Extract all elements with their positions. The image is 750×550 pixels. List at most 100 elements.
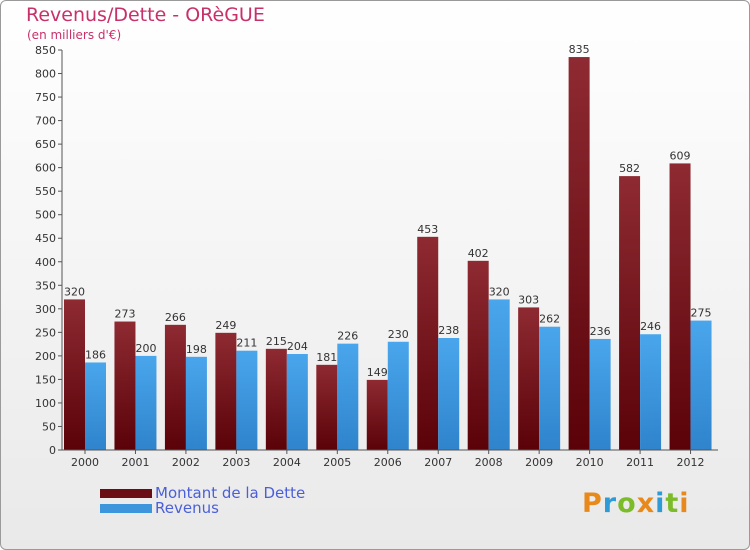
x-tick-label: 2008 <box>475 456 503 469</box>
y-tick-label: 750 <box>35 91 56 104</box>
legend-label-dette: Montant de la Dette <box>155 484 306 502</box>
x-tick-label: 2009 <box>525 456 553 469</box>
bar-revenus <box>387 341 409 450</box>
legend-label-revenus: Revenus <box>155 499 219 517</box>
data-label: 266 <box>165 311 186 324</box>
legend-item-revenus: Revenus <box>100 501 305 516</box>
y-tick-label: 500 <box>35 209 56 222</box>
data-label: 200 <box>135 342 156 355</box>
data-label: 149 <box>367 366 388 379</box>
logo-letter: o <box>617 488 637 519</box>
data-label: 320 <box>64 285 85 298</box>
legend-item-dette: Montant de la Dette <box>100 486 305 501</box>
data-label: 230 <box>388 328 409 341</box>
logo-letter: r <box>602 488 618 519</box>
x-tick-label: 2000 <box>71 456 99 469</box>
data-label: 402 <box>468 247 489 260</box>
x-axis: 2000 2001 2002 2003 2004 2005 2006 2007 2008 2009… <box>62 449 718 469</box>
bar-dette <box>215 332 237 450</box>
y-tick-label: 150 <box>35 373 56 386</box>
bar-revenus <box>589 338 611 450</box>
bar-dette <box>316 364 338 450</box>
bar-dette <box>619 176 641 450</box>
legend-swatch-revenus <box>100 504 152 513</box>
bar-dette <box>64 299 85 450</box>
bar-chart: 0 50 100 150 200 250 300 350 400 450 500 550 600 650 7… <box>35 43 718 469</box>
x-tick-label: 2005 <box>323 456 351 469</box>
data-label: 198 <box>186 343 207 356</box>
bar-dette <box>568 57 590 450</box>
y-tick-label: 850 <box>35 44 56 57</box>
logo-letter: i <box>679 488 690 519</box>
data-label: 249 <box>215 319 236 332</box>
x-tick-label: 2012 <box>677 456 705 469</box>
chart-title: Revenus/Dette - ORèGUE <box>26 4 265 26</box>
bar-dette <box>265 348 287 450</box>
bar-revenus <box>135 355 157 450</box>
y-tick-label: 800 <box>35 68 56 81</box>
logo-letter: i <box>655 488 666 519</box>
data-label: 226 <box>337 330 358 343</box>
x-tick-label: 2004 <box>273 456 301 469</box>
bar-revenus <box>488 299 510 450</box>
data-label: 238 <box>438 324 459 337</box>
x-tick-label: 2003 <box>222 456 250 469</box>
bar-revenus <box>337 343 359 450</box>
bar-dette <box>518 307 540 450</box>
x-tick-label: 2007 <box>424 456 452 469</box>
bar-revenus <box>539 326 561 450</box>
data-label: 204 <box>287 340 308 353</box>
y-tick-label: 550 <box>35 185 56 198</box>
data-label: 320 <box>489 285 510 298</box>
x-tick-label: 2011 <box>626 456 654 469</box>
legend-swatch-dette <box>100 489 152 498</box>
proxiti-logo: Proxiti <box>582 488 690 519</box>
data-label: 211 <box>236 337 257 350</box>
data-label: 303 <box>518 293 539 306</box>
x-tick-label: 2010 <box>576 456 604 469</box>
y-tick-label: 0 <box>49 444 56 457</box>
data-label: 609 <box>670 149 691 162</box>
bar-dette <box>114 321 136 450</box>
y-tick-label: 50 <box>42 420 56 433</box>
data-label: 582 <box>619 162 640 175</box>
data-label: 186 <box>85 348 106 361</box>
bar-dette <box>366 379 388 450</box>
y-tick-label: 700 <box>35 115 56 128</box>
data-label: 275 <box>691 307 712 320</box>
bar-revenus <box>286 354 308 450</box>
chart-subtitle: (en milliers d'€) <box>27 28 122 42</box>
data-label: 835 <box>569 43 590 56</box>
bar-revenus <box>85 362 106 450</box>
x-tick-label: 2002 <box>172 456 200 469</box>
y-tick-label: 200 <box>35 350 56 363</box>
y-tick-label: 450 <box>35 232 56 245</box>
legend: Montant de la Dette Revenus <box>100 486 305 516</box>
y-tick-label: 250 <box>35 326 56 339</box>
data-label: 215 <box>266 335 287 348</box>
bar-dette <box>467 260 489 450</box>
bar-revenus <box>640 334 662 450</box>
x-tick-label: 2006 <box>374 456 402 469</box>
bar-dette <box>669 163 691 451</box>
data-label: 453 <box>417 223 438 236</box>
bar-dette <box>164 324 186 450</box>
data-label: 236 <box>590 325 611 338</box>
bar-revenus <box>236 350 258 450</box>
bar-revenus <box>690 320 712 450</box>
bar-revenus <box>438 338 460 450</box>
logo-letter: P <box>582 488 603 519</box>
y-tick-label: 600 <box>35 162 56 175</box>
data-label: 246 <box>640 320 661 333</box>
logo-letter: x <box>636 488 656 519</box>
y-tick-label: 350 <box>35 279 56 292</box>
y-tick-label: 650 <box>35 138 56 151</box>
data-label: 262 <box>539 313 560 326</box>
bar-revenus <box>185 356 207 450</box>
y-tick-label: 100 <box>35 397 56 410</box>
x-tick-label: 2001 <box>121 456 149 469</box>
y-tick-label: 400 <box>35 256 56 269</box>
data-label: 181 <box>316 351 337 364</box>
logo-letter: t <box>665 488 680 519</box>
